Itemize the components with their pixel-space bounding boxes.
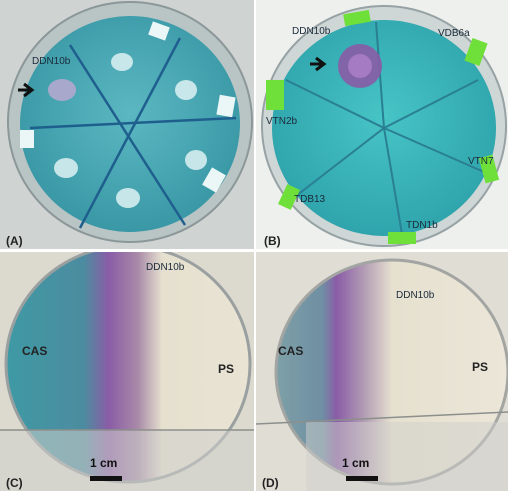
isolate-label-vtn2b: VTN2b [266,116,298,127]
isolate-label-vdb6a: VDB6a [438,28,470,39]
ps-label-c: PS [218,362,235,376]
arrow-icon [18,82,35,98]
colony-spots-a [48,53,207,208]
scale-bar-d [346,476,378,481]
scale-text-d: 1 cm [342,456,370,470]
isolate-label-ddn10b-d: DDN10b [396,290,435,301]
panel-d: DDN10b CAS PS 1 cm (D) [256,252,508,491]
purple-halo-ddn10b [338,44,382,88]
sector-lines-a [29,37,237,229]
cas-label-d: CAS [278,344,304,358]
petri-dish-a [7,1,253,243]
isolate-label-ddn10b-c: DDN10b [146,262,185,273]
arrow-icon [310,56,327,72]
ps-label-d: PS [472,360,489,374]
panel-label-b: (B) [264,234,281,248]
panel-label-a: (A) [6,234,23,248]
cas-label-c: CAS [22,344,48,358]
isolate-label-tdb13: TDB13 [294,194,326,205]
isolate-label-vtn7: VTN7 [468,156,494,167]
isolate-label-tdn1b: TDN1b [406,220,438,231]
panel-label-c: (C) [6,476,23,490]
isolate-label-ddn10b-b: DDN10b [292,26,331,37]
petri-dish-d [256,258,508,491]
tape-marks-a [20,21,236,193]
panel-a: DDN10b (A) [0,0,254,249]
panel-label-d: (D) [262,476,279,490]
sector-lines-b [285,21,485,235]
isolate-label-ddn10b-a: DDN10b [32,56,71,67]
panel-c: DDN10b CAS PS 1 cm (C) [0,252,254,491]
petri-dish-b [261,5,507,247]
scale-bar-c [90,476,122,481]
panel-b: DDN10b VDB6a VTN2b VTN7 TDB13 TDN1b (B) [256,0,508,249]
petri-dish-c [0,252,254,491]
tape-marks-b [266,9,500,244]
scale-text-c: 1 cm [90,456,118,470]
